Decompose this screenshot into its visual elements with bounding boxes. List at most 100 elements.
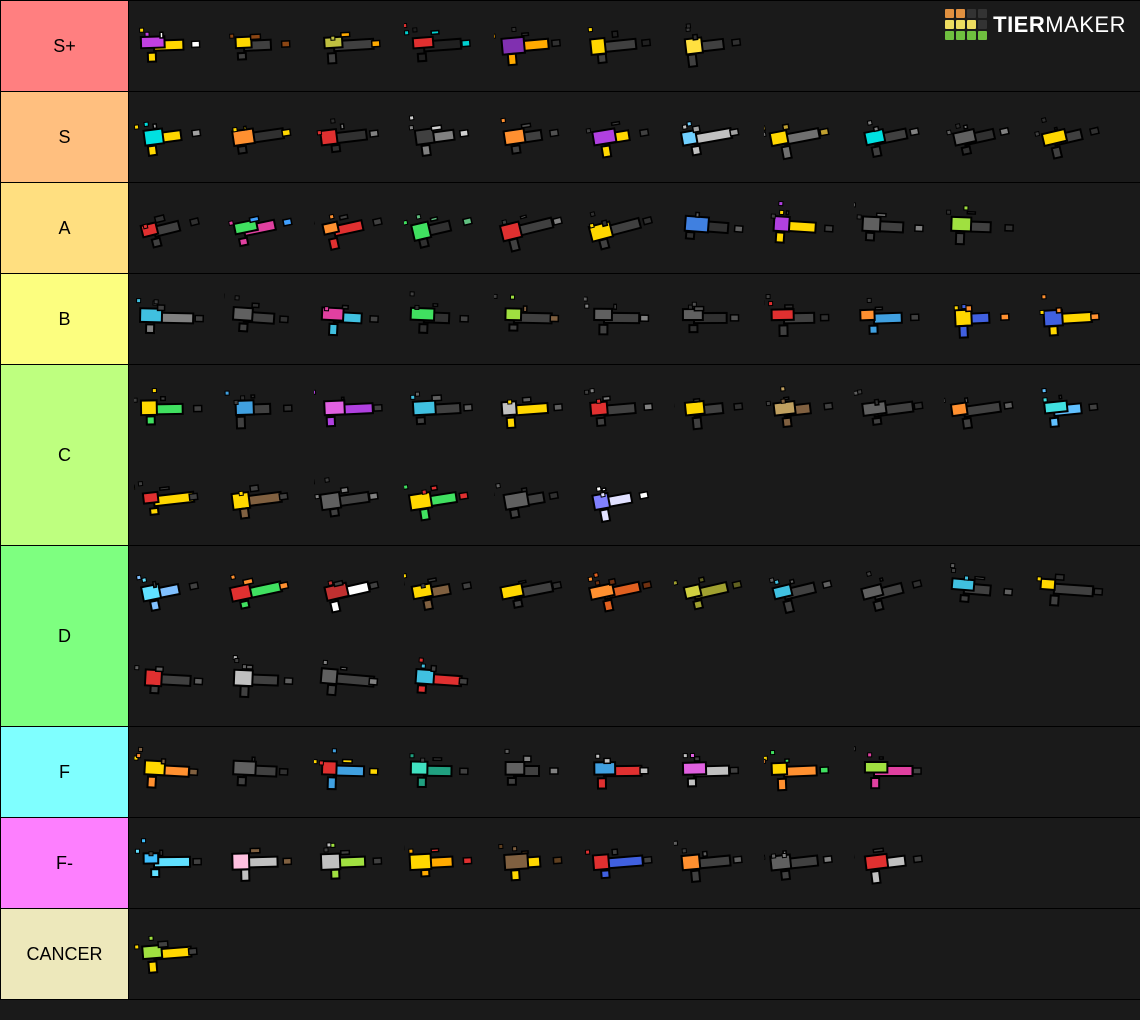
tier-items-s[interactable] xyxy=(129,92,1140,182)
item-weapon-4[interactable] xyxy=(399,1,489,91)
item-weapon-47[interactable] xyxy=(759,365,849,455)
item-weapon-64[interactable] xyxy=(759,546,849,636)
item-weapon-34[interactable] xyxy=(579,274,669,364)
item-weapon-19[interactable] xyxy=(129,183,219,273)
item-weapon-83[interactable] xyxy=(309,818,399,908)
item-weapon-26[interactable] xyxy=(759,183,849,273)
item-weapon-85[interactable] xyxy=(489,818,579,908)
item-weapon-54[interactable] xyxy=(399,455,489,545)
item-weapon-79[interactable] xyxy=(759,727,849,817)
item-weapon-56[interactable] xyxy=(579,455,669,545)
tier-label-c[interactable]: C xyxy=(1,365,129,545)
item-weapon-84[interactable] xyxy=(399,818,489,908)
item-weapon-13[interactable] xyxy=(579,92,669,182)
tier-label-s-plus[interactable]: S+ xyxy=(1,1,129,91)
item-weapon-70[interactable] xyxy=(309,636,399,726)
item-weapon-78[interactable] xyxy=(669,727,759,817)
tier-items-f[interactable] xyxy=(129,727,1140,817)
item-weapon-30[interactable] xyxy=(219,274,309,364)
item-weapon-20[interactable] xyxy=(219,183,309,273)
item-weapon-88[interactable] xyxy=(759,818,849,908)
item-weapon-29[interactable] xyxy=(129,274,219,364)
tier-label-d[interactable]: D xyxy=(1,546,129,726)
item-weapon-24[interactable] xyxy=(579,183,669,273)
item-weapon-58[interactable] xyxy=(219,546,309,636)
item-weapon-6[interactable] xyxy=(579,1,669,91)
item-weapon-50[interactable] xyxy=(1029,365,1119,455)
item-weapon-68[interactable] xyxy=(129,636,219,726)
item-weapon-71[interactable] xyxy=(399,636,489,726)
tier-items-d[interactable] xyxy=(129,546,1140,726)
item-weapon-52[interactable] xyxy=(219,455,309,545)
item-weapon-61[interactable] xyxy=(489,546,579,636)
tier-label-f-minus[interactable]: F- xyxy=(1,818,129,908)
item-weapon-18[interactable] xyxy=(1029,92,1119,182)
tier-label-s[interactable]: S xyxy=(1,92,129,182)
item-weapon-8[interactable] xyxy=(129,92,219,182)
item-weapon-22[interactable] xyxy=(399,183,489,273)
item-weapon-42[interactable] xyxy=(309,365,399,455)
item-weapon-63[interactable] xyxy=(669,546,759,636)
item-weapon-28[interactable] xyxy=(939,183,1029,273)
item-weapon-46[interactable] xyxy=(669,365,759,455)
item-weapon-33[interactable] xyxy=(489,274,579,364)
item-weapon-66[interactable] xyxy=(939,546,1029,636)
tier-label-a[interactable]: A xyxy=(1,183,129,273)
item-weapon-51[interactable] xyxy=(129,455,219,545)
item-weapon-15[interactable] xyxy=(759,92,849,182)
item-weapon-9[interactable] xyxy=(219,92,309,182)
tier-label-f[interactable]: F xyxy=(1,727,129,817)
item-weapon-76[interactable] xyxy=(489,727,579,817)
item-weapon-49[interactable] xyxy=(939,365,1029,455)
item-weapon-36[interactable] xyxy=(759,274,849,364)
tier-label-b[interactable]: B xyxy=(1,274,129,364)
item-weapon-62[interactable] xyxy=(579,546,669,636)
item-weapon-74[interactable] xyxy=(309,727,399,817)
item-weapon-14[interactable] xyxy=(669,92,759,182)
item-weapon-60[interactable] xyxy=(399,546,489,636)
item-weapon-55[interactable] xyxy=(489,455,579,545)
item-weapon-27[interactable] xyxy=(849,183,939,273)
item-weapon-89[interactable] xyxy=(849,818,939,908)
item-weapon-59[interactable] xyxy=(309,546,399,636)
item-weapon-75[interactable] xyxy=(399,727,489,817)
item-weapon-32[interactable] xyxy=(399,274,489,364)
tier-items-f-minus[interactable] xyxy=(129,818,1140,908)
item-weapon-16[interactable] xyxy=(849,92,939,182)
item-weapon-41[interactable] xyxy=(219,365,309,455)
item-weapon-87[interactable] xyxy=(669,818,759,908)
item-weapon-7[interactable] xyxy=(669,1,759,91)
item-weapon-3[interactable] xyxy=(309,1,399,91)
item-weapon-10[interactable] xyxy=(309,92,399,182)
tier-label-cancer[interactable]: CANCER xyxy=(1,909,129,999)
item-weapon-17[interactable] xyxy=(939,92,1029,182)
item-weapon-69[interactable] xyxy=(219,636,309,726)
item-weapon-11[interactable] xyxy=(399,92,489,182)
item-weapon-37[interactable] xyxy=(849,274,939,364)
item-weapon-45[interactable] xyxy=(579,365,669,455)
tier-items-b[interactable] xyxy=(129,274,1140,364)
item-weapon-31[interactable] xyxy=(309,274,399,364)
item-weapon-82[interactable] xyxy=(219,818,309,908)
item-weapon-80[interactable] xyxy=(849,727,939,817)
item-weapon-53[interactable] xyxy=(309,455,399,545)
item-weapon-5[interactable] xyxy=(489,1,579,91)
item-weapon-77[interactable] xyxy=(579,727,669,817)
item-weapon-25[interactable] xyxy=(669,183,759,273)
tier-items-a[interactable] xyxy=(129,183,1140,273)
item-weapon-39[interactable] xyxy=(1029,274,1119,364)
item-weapon-86[interactable] xyxy=(579,818,669,908)
item-weapon-38[interactable] xyxy=(939,274,1029,364)
item-weapon-12[interactable] xyxy=(489,92,579,182)
item-weapon-35[interactable] xyxy=(669,274,759,364)
item-weapon-57[interactable] xyxy=(129,546,219,636)
item-weapon-1[interactable] xyxy=(129,1,219,91)
item-weapon-81[interactable] xyxy=(129,818,219,908)
item-weapon-21[interactable] xyxy=(309,183,399,273)
item-weapon-90[interactable] xyxy=(129,909,219,999)
item-weapon-23[interactable] xyxy=(489,183,579,273)
item-weapon-73[interactable] xyxy=(219,727,309,817)
item-weapon-2[interactable] xyxy=(219,1,309,91)
item-weapon-44[interactable] xyxy=(489,365,579,455)
item-weapon-65[interactable] xyxy=(849,546,939,636)
